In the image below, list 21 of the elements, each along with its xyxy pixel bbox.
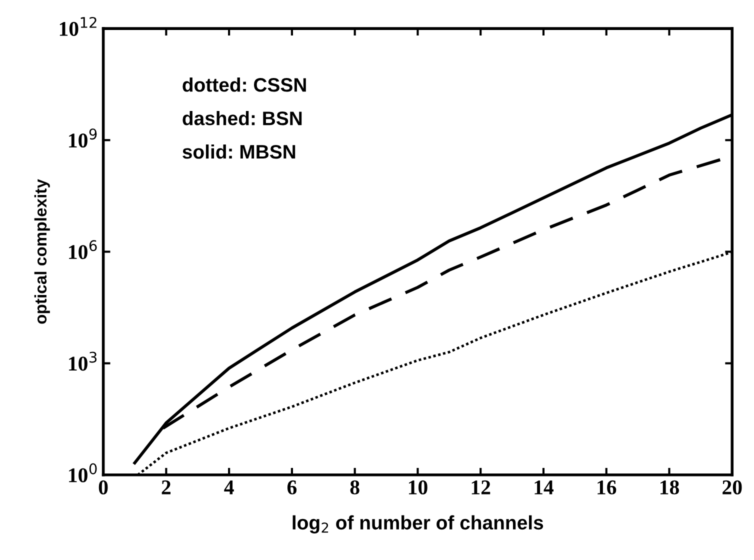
y-tick-label: 10$^{9}$ <box>69 128 97 148</box>
annotation: dotted: CSSN <box>182 78 306 92</box>
x-tick-label: 14 <box>534 480 554 494</box>
x-tick-label: 6 <box>287 480 297 494</box>
x-tick-label: 4 <box>224 480 234 494</box>
x-tick-label: 0 <box>98 480 108 494</box>
y-tick-label: 10$^{0}$ <box>69 463 97 482</box>
x-tick-label: 12 <box>472 480 490 494</box>
y-tick-label: 10$^{6}$ <box>69 240 97 260</box>
x-axis-title: log$_{2}$ of number of channels <box>292 515 544 534</box>
x-tick-label: 18 <box>660 480 679 494</box>
y-axis-title: optical complexity <box>34 179 50 324</box>
annotation: dashed: BSN <box>182 110 302 126</box>
x-tick-label: 20 <box>722 480 742 494</box>
x-tick-label: 10 <box>408 480 428 494</box>
y-tick-label: 10$^{12}$ <box>60 16 96 36</box>
y-tick-label: 10$^{3}$ <box>69 352 97 371</box>
x-tick-label: 8 <box>350 480 360 494</box>
annotation: solid: MBSN <box>182 144 296 159</box>
x-tick-label: 2 <box>162 480 170 494</box>
x-tick-label: 16 <box>598 480 616 494</box>
